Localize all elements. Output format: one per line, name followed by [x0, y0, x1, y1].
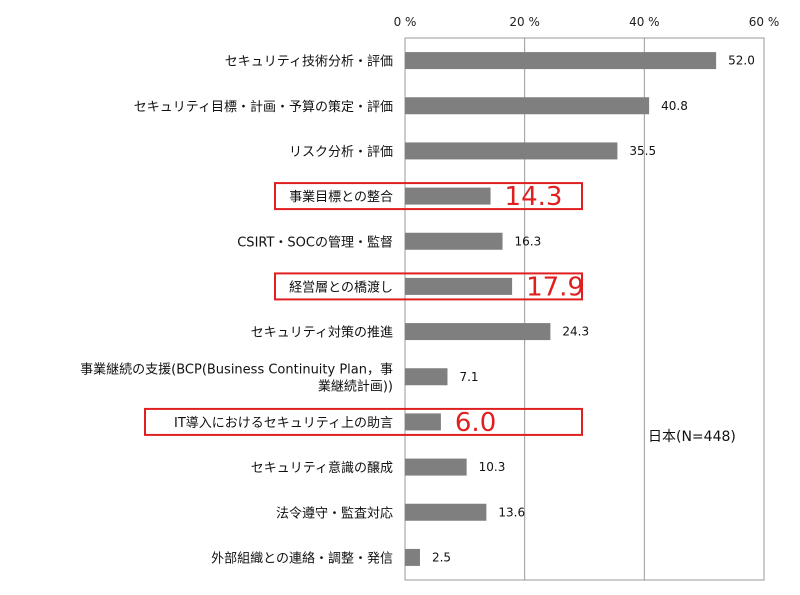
value-label: 13.6: [498, 505, 525, 519]
legend-text: 日本(N=448): [648, 429, 736, 445]
value-labels: 52.0 40.8 35.5 14.3 16.3 17.9 24.3 7.1 6.0 10.3 13…: [144, 54, 755, 564]
x-tick-label: 0 %: [394, 15, 417, 29]
bar: [405, 97, 650, 115]
bar: [405, 413, 441, 431]
grid-layer: [404, 37, 765, 581]
value-label: 7.1: [459, 370, 478, 384]
highlight-value-label: 6.0: [455, 408, 496, 438]
value-label: 16.3: [515, 234, 542, 248]
value-label: 52.0: [728, 54, 755, 68]
bar: [405, 458, 467, 476]
bar: [405, 232, 503, 250]
value-label: 10.3: [479, 460, 506, 474]
bar: [405, 52, 717, 70]
category-label: セキュリティ技術分析・評価: [225, 55, 393, 70]
category-label: セキュリティ対策の推進: [251, 325, 393, 341]
bar: [405, 187, 491, 205]
bar: [405, 503, 487, 521]
category-label: IT導入におけるセキュリティ上の助言: [174, 416, 393, 431]
category-label: 事業継続の支援(BCP(Business Continuity Plan，事業継…: [80, 361, 393, 394]
bar: [405, 323, 551, 341]
category-label: セキュリティ意識の醸成: [251, 460, 393, 476]
bar: [405, 548, 420, 566]
category-label: 経営層との橋渡し: [289, 279, 393, 295]
value-label: 2.5: [432, 550, 451, 564]
highlight-box: [274, 182, 583, 211]
value-label: 24.3: [562, 325, 589, 339]
x-tick-label: 40 %: [629, 15, 660, 29]
x-tick-label: 60 %: [749, 15, 780, 29]
bar: [405, 368, 448, 386]
bar: [405, 142, 618, 160]
bars: [405, 52, 717, 566]
category-label: 事業目標との整合: [289, 189, 393, 205]
highlight-value-label: 17.9: [526, 272, 584, 302]
category-label: CSIRT・SOCの管理・監督: [237, 234, 393, 250]
highlight-box: [274, 272, 583, 301]
category-label: リスク分析・評価: [289, 145, 393, 160]
category-label: 法令遵守・監査対応: [276, 505, 393, 521]
plot-frame: [404, 37, 765, 581]
category-labels: セキュリティ技術分析・評価セキュリティ目標・計画・予算の策定・評価リスク分析・評…: [80, 55, 393, 567]
value-label: 40.8: [661, 99, 688, 113]
x-axis-ticks: 0 % 20 % 40 % 60 %: [394, 15, 780, 29]
highlight-value-label: 14.3: [505, 182, 563, 212]
bar: [405, 277, 513, 295]
x-tick-label: 20 %: [509, 15, 540, 29]
category-label: セキュリティ目標・計画・予算の策定・評価: [134, 99, 393, 115]
category-label: 外部組織との連絡・調整・発信: [211, 550, 393, 566]
value-label: 35.5: [629, 144, 656, 158]
highlight-box: [144, 407, 583, 436]
